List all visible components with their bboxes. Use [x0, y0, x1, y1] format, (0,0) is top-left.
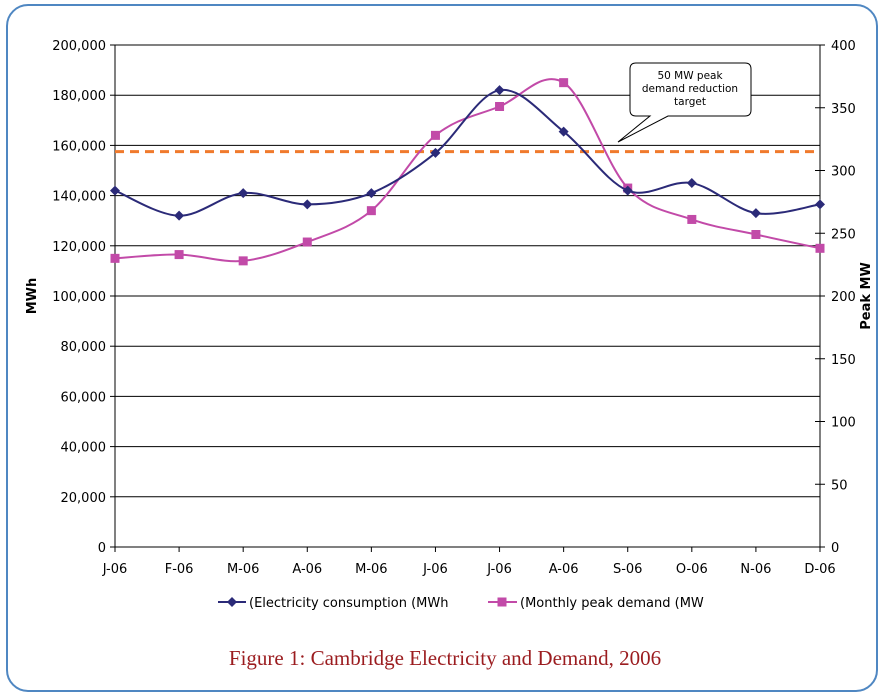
legend-marker-consumption — [227, 597, 237, 607]
peak-demand-point — [751, 230, 761, 240]
x-tick-label: O-06 — [676, 562, 708, 577]
figure-caption: Figure 1: Cambridge Electricity and Dema… — [228, 646, 662, 670]
peak-demand-point — [174, 250, 184, 260]
peak-demand-point — [687, 214, 697, 224]
x-tick-label: D-06 — [804, 562, 835, 577]
y-tick-label: 120,000 — [52, 240, 106, 255]
y-tick-label: 100,000 — [52, 290, 106, 305]
chart: 0 20,000 40,000 60,000 80,000 100,000 120,000 1… — [25, 39, 874, 611]
consumption-point — [430, 147, 441, 158]
y2-tick-label: 250 — [831, 227, 856, 242]
x-axis-ticks: J-06 F-06 M-06 A-06 M-06 J-06 J-06 A-06 S-06 O-06… — [102, 547, 836, 577]
y-tick-label: 200,000 — [52, 39, 106, 54]
legend-label-peak: (Monthly peak demand (MW — [520, 596, 704, 611]
x-tick-label: M-06 — [227, 562, 259, 577]
x-tick-label: J-06 — [102, 562, 128, 577]
right-axis-ticks: 0 50 100 150 200 250 300 350 400 — [815, 39, 856, 556]
y-tick-label: 0 — [98, 541, 106, 556]
peak-demand-point — [238, 256, 248, 266]
y-tick-label: 140,000 — [52, 190, 106, 205]
y-tick-label: 80,000 — [61, 340, 107, 355]
consumption-point — [366, 188, 377, 199]
consumption-point — [686, 178, 697, 189]
consumption-point — [558, 126, 569, 137]
x-tick-label: A-06 — [549, 562, 579, 577]
y2-tick-label: 400 — [831, 39, 856, 54]
y2-tick-label: 50 — [831, 478, 848, 493]
callout-text-line: 50 MW peak — [657, 70, 723, 82]
peak-demand-point — [559, 78, 569, 88]
x-tick-label: J-06 — [422, 562, 448, 577]
consumption-point — [174, 210, 185, 221]
callout-bubble — [617, 62, 752, 143]
peak-demand-point — [366, 206, 376, 216]
y2-tick-label: 200 — [831, 290, 856, 305]
peak-demand-point — [430, 130, 440, 140]
y-tick-label: 20,000 — [61, 491, 107, 506]
x-tick-label: S-06 — [613, 562, 643, 577]
legend-label-consumption: (Electricity consumption (MWh — [249, 596, 448, 611]
y2-tick-label: 150 — [831, 353, 856, 368]
consumption-point — [750, 208, 761, 219]
y2-tick-label: 350 — [831, 102, 856, 117]
x-tick-label: A-06 — [292, 562, 322, 577]
y2-axis-title: Peak MW — [859, 262, 874, 330]
peak-demand-point — [110, 253, 120, 263]
y-tick-label: 160,000 — [52, 139, 106, 154]
callout-text-line: target — [674, 96, 706, 108]
series-group — [110, 78, 825, 266]
x-tick-label: N-06 — [740, 562, 771, 577]
peak-demand-point — [302, 237, 312, 247]
x-tick-label: J-06 — [486, 562, 512, 577]
y2-tick-label: 100 — [831, 416, 856, 431]
consumption-point — [815, 199, 825, 210]
gridlines — [115, 44, 820, 498]
figure-frame — [6, 4, 878, 692]
y-tick-label: 180,000 — [52, 89, 106, 104]
consumption-point — [622, 185, 633, 196]
consumption-point — [110, 185, 120, 196]
consumption-point — [238, 188, 249, 199]
x-tick-label: F-06 — [165, 562, 194, 577]
y2-tick-label: 300 — [831, 165, 856, 180]
consumption-point — [302, 199, 313, 210]
peak-demand-point — [815, 243, 825, 253]
y-tick-label: 40,000 — [61, 441, 107, 456]
x-tick-label: M-06 — [355, 562, 387, 577]
callout-text-line: demand reduction — [642, 83, 738, 95]
peak-demand-point — [495, 101, 505, 111]
legend: (Electricity consumption (MWh (Monthly pe… — [218, 596, 704, 611]
y-axis-title: MWh — [25, 278, 40, 315]
legend-marker-peak — [497, 597, 507, 607]
y2-tick-label: 0 — [831, 541, 839, 556]
consumption-point — [494, 85, 505, 96]
y-tick-label: 60,000 — [61, 390, 107, 405]
left-axis-ticks: 0 20,000 40,000 60,000 80,000 100,000 120,000 1… — [52, 39, 115, 556]
